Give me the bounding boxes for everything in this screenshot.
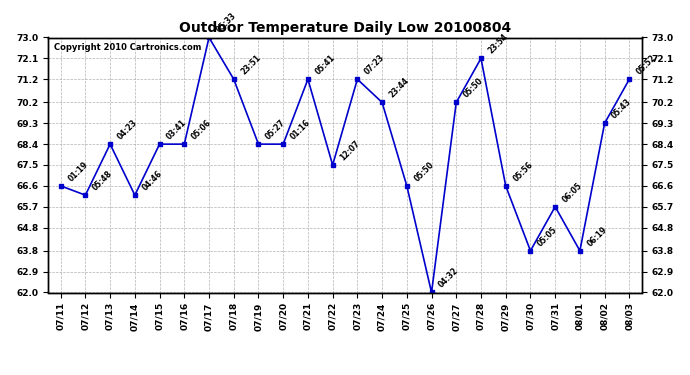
Text: 07:23: 07:23 [363, 53, 386, 76]
Text: Copyright 2010 Cartronics.com: Copyright 2010 Cartronics.com [55, 43, 201, 52]
Text: 04:23: 04:23 [116, 118, 139, 141]
Text: 05:52: 05:52 [635, 53, 658, 76]
Text: 05:56: 05:56 [511, 160, 535, 183]
Text: 06:05: 06:05 [561, 181, 584, 204]
Text: 23:44: 23:44 [388, 76, 411, 100]
Text: 12:07: 12:07 [338, 139, 362, 162]
Text: 01:16: 01:16 [288, 118, 312, 141]
Text: 04:46: 04:46 [140, 169, 164, 192]
Text: 23:51: 23:51 [239, 53, 263, 76]
Text: 01:19: 01:19 [66, 160, 90, 183]
Text: 03:41: 03:41 [165, 118, 188, 141]
Text: 05:50: 05:50 [413, 160, 435, 183]
Text: 05:06: 05:06 [190, 118, 213, 141]
Text: 06:19: 06:19 [585, 225, 609, 248]
Text: 04:32: 04:32 [437, 266, 460, 290]
Text: 05:27: 05:27 [264, 118, 288, 141]
Text: 05:33: 05:33 [215, 11, 238, 35]
Title: Outdoor Temperature Daily Low 20100804: Outdoor Temperature Daily Low 20100804 [179, 21, 511, 35]
Text: 05:05: 05:05 [536, 225, 559, 248]
Text: 05:43: 05:43 [610, 97, 633, 120]
Text: 05:48: 05:48 [91, 169, 115, 192]
Text: 05:50: 05:50 [462, 76, 485, 100]
Text: 23:54: 23:54 [486, 32, 510, 56]
Text: 05:41: 05:41 [313, 53, 337, 76]
